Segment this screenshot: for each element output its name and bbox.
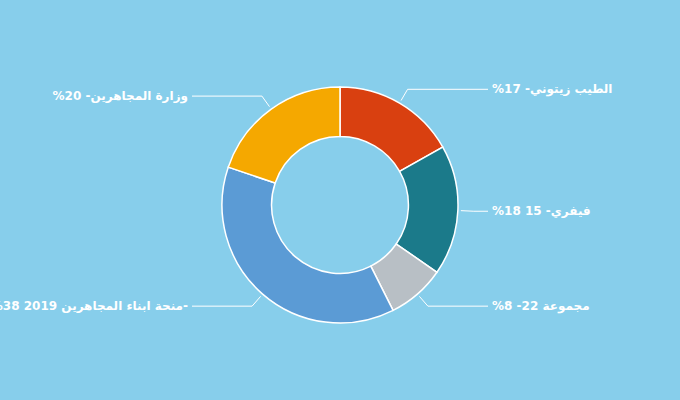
slice [228, 87, 340, 183]
chart-container: %الطيب زيتوني- 17 %فيفري- 15 18 %مجموعة 22… [0, 0, 680, 400]
slices [222, 87, 458, 323]
slice-label: %الطيب زيتوني- 17 [492, 82, 612, 97]
slice-label: %مجموعة 22- 8 [492, 299, 590, 314]
slice [222, 167, 393, 323]
slice-label: %وزارة المجاهرين- 20 [53, 89, 188, 104]
leader-line [192, 96, 269, 107]
slice-label: %فيفري- 15 18 [492, 204, 591, 218]
leader-line [401, 89, 488, 100]
leader-line [461, 210, 488, 212]
donut-chart: %الطيب زيتوني- 17 %فيفري- 15 18 %مجموعة 22… [0, 0, 680, 400]
slice-label: %منحة ابناء المجاهرين 2019 38- [0, 299, 188, 313]
labels: %الطيب زيتوني- 17 %فيفري- 15 18 %مجموعة 22… [0, 82, 612, 314]
leader-line [192, 296, 261, 306]
leader-line [419, 296, 488, 306]
